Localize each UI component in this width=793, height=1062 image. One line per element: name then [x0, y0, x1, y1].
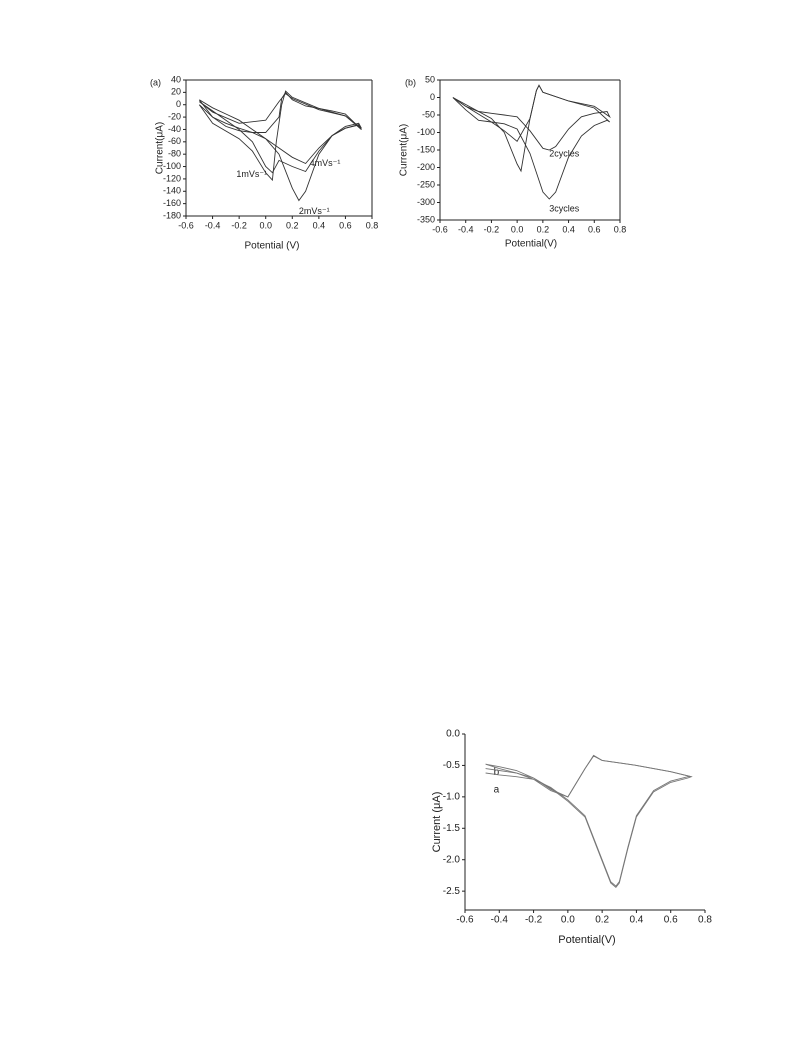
curve-label: b — [494, 767, 500, 778]
chart: -0.6 -0.4 -0.2 0.0 0.2 0.4 0.6 0.8 0.0 -0.5 -1.0 -1… — [431, 729, 712, 946]
y-tick-label: -40 — [168, 124, 181, 134]
y-tick-label: -100 — [417, 127, 435, 137]
curve-label: 3cycles — [549, 203, 580, 213]
x-tick-label: 0.6 — [588, 224, 601, 234]
cv-curve — [198, 90, 362, 202]
cv-curve — [452, 84, 611, 200]
y-tick-label: -100 — [163, 161, 181, 171]
x-tick-label: -0.4 — [491, 915, 509, 926]
x-tick-label: 0.8 — [366, 220, 379, 230]
y-tick-label: -160 — [163, 198, 181, 208]
x-tick-label: 0.6 — [664, 915, 678, 926]
x-tick-label: -0.2 — [231, 220, 247, 230]
y-tick-label: -140 — [163, 186, 181, 196]
x-tick-label: 0.6 — [339, 220, 352, 230]
y-tick-label: -50 — [422, 109, 435, 119]
y-tick-label: 50 — [425, 74, 435, 84]
x-tick-label: -0.4 — [458, 224, 474, 234]
y-tick-label: -350 — [417, 214, 435, 224]
y-tick-label: -120 — [163, 173, 181, 183]
x-axis-label: Potential(V) — [505, 239, 557, 250]
y-tick-label: -2.5 — [443, 886, 461, 897]
y-axis-label: Current(μA) — [155, 122, 166, 174]
y-tick-label: 40 — [171, 74, 181, 84]
y-tick-label: -250 — [417, 179, 435, 189]
chart: -0.6 -0.4 -0.2 0.0 0.2 0.4 0.6 0.8 -180 -160 -140 -… — [150, 74, 378, 251]
y-tick-label: -2.0 — [443, 854, 461, 865]
y-axis-label: Current(μA) — [399, 124, 410, 176]
cv-curve — [452, 84, 611, 151]
y-axis-label: Current (μA) — [431, 792, 443, 853]
x-tick-label: -0.2 — [525, 915, 543, 926]
y-tick-label: 20 — [171, 87, 181, 97]
y-tick-label: 0 — [176, 99, 181, 109]
x-tick-label: 0.8 — [698, 915, 712, 926]
y-tick-label: 0.0 — [446, 729, 460, 740]
x-tick-label: 0.0 — [511, 224, 524, 234]
chart: -0.6 -0.4 -0.2 0.0 0.2 0.4 0.6 0.8 -350 -300 -250 -… — [399, 74, 627, 249]
x-tick-label: 0.2 — [595, 915, 609, 926]
x-tick-label: 0.2 — [286, 220, 299, 230]
x-tick-label: 0.4 — [562, 224, 575, 234]
curve-label: 1mVs⁻¹ — [236, 169, 267, 179]
y-tick-label: -20 — [168, 111, 181, 121]
x-tick-label: -0.6 — [178, 220, 194, 230]
curve-label: 2cycles — [549, 148, 580, 158]
panel-label: (b) — [405, 77, 416, 87]
y-tick-label: -60 — [168, 136, 181, 146]
x-tick-label: 0.4 — [629, 915, 643, 926]
x-tick-label: 0.0 — [259, 220, 272, 230]
cv-curve — [485, 755, 692, 887]
x-tick-label: 0.4 — [313, 220, 326, 230]
y-tick-label: -1.0 — [443, 791, 461, 802]
x-tick-label: -0.6 — [432, 224, 448, 234]
y-tick-label: 0 — [430, 92, 435, 102]
x-tick-label: -0.2 — [484, 224, 500, 234]
x-tick-label: -0.4 — [205, 220, 221, 230]
x-tick-label: -0.6 — [456, 915, 474, 926]
x-axis-label: Potential (V) — [244, 241, 299, 252]
y-tick-label: -80 — [168, 149, 181, 159]
curve-label: 4mVs⁻¹ — [310, 158, 341, 168]
y-tick-label: -1.5 — [443, 823, 461, 834]
x-axis-label: Potential(V) — [558, 934, 615, 946]
panel-label: (a) — [150, 77, 161, 87]
curve-label: a — [494, 785, 500, 796]
y-tick-label: -180 — [163, 210, 181, 220]
y-tick-label: -300 — [417, 197, 435, 207]
cv-curve — [485, 754, 693, 889]
y-tick-label: -150 — [417, 144, 435, 154]
x-tick-label: 0.8 — [614, 224, 627, 234]
cv-curve — [199, 92, 362, 174]
y-tick-label: -0.5 — [443, 760, 461, 771]
x-tick-label: 0.2 — [537, 224, 550, 234]
curve-label: 2mVs⁻¹ — [299, 206, 330, 216]
y-tick-label: -200 — [417, 162, 435, 172]
cv-curve — [198, 91, 362, 165]
x-tick-label: 0.0 — [561, 915, 575, 926]
